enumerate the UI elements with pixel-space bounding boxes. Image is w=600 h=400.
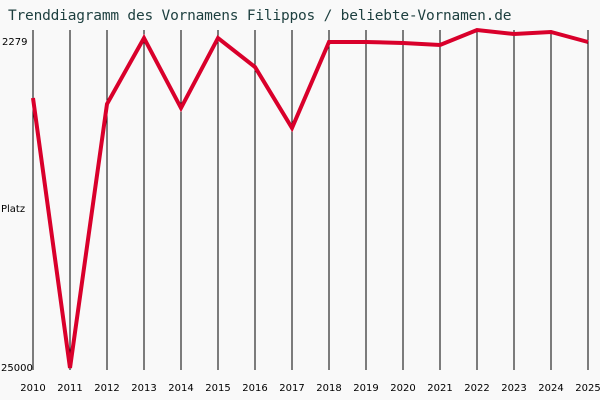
x-tick-label: 2021 bbox=[427, 383, 452, 394]
x-tick-label: 2019 bbox=[353, 383, 378, 394]
y-axis-top-label: 2279 bbox=[2, 37, 27, 48]
x-tick-label: 2016 bbox=[242, 383, 267, 394]
x-tick-label: 2015 bbox=[205, 383, 230, 394]
x-tick-label: 2022 bbox=[464, 383, 489, 394]
y-axis-title: Platz bbox=[1, 204, 25, 215]
chart-title: Trenddiagramm des Vornamens Filippos / b… bbox=[8, 8, 512, 24]
x-tick-label: 2018 bbox=[316, 383, 341, 394]
series-line-filippos bbox=[31, 27, 589, 369]
x-tick-label: 2025 bbox=[575, 383, 600, 394]
x-tick-label: 2011 bbox=[57, 383, 82, 394]
x-tick-label: 2020 bbox=[390, 383, 415, 394]
x-tick-label: 2017 bbox=[279, 383, 304, 394]
x-tick-label: 2024 bbox=[538, 383, 563, 394]
x-tick-label: 2014 bbox=[168, 383, 193, 394]
y-axis-bottom-label: 25000 bbox=[1, 363, 33, 374]
x-tick-label: 2012 bbox=[94, 383, 119, 394]
x-axis-labels: 2010 2011 2012 2013 2014 2015 2016 2017 2018 2019… bbox=[20, 383, 600, 394]
x-tick-label: 2023 bbox=[501, 383, 526, 394]
x-tick-label: 2010 bbox=[20, 383, 45, 394]
x-tick-label: 2013 bbox=[131, 383, 156, 394]
vertical-gridlines bbox=[32, 30, 589, 370]
